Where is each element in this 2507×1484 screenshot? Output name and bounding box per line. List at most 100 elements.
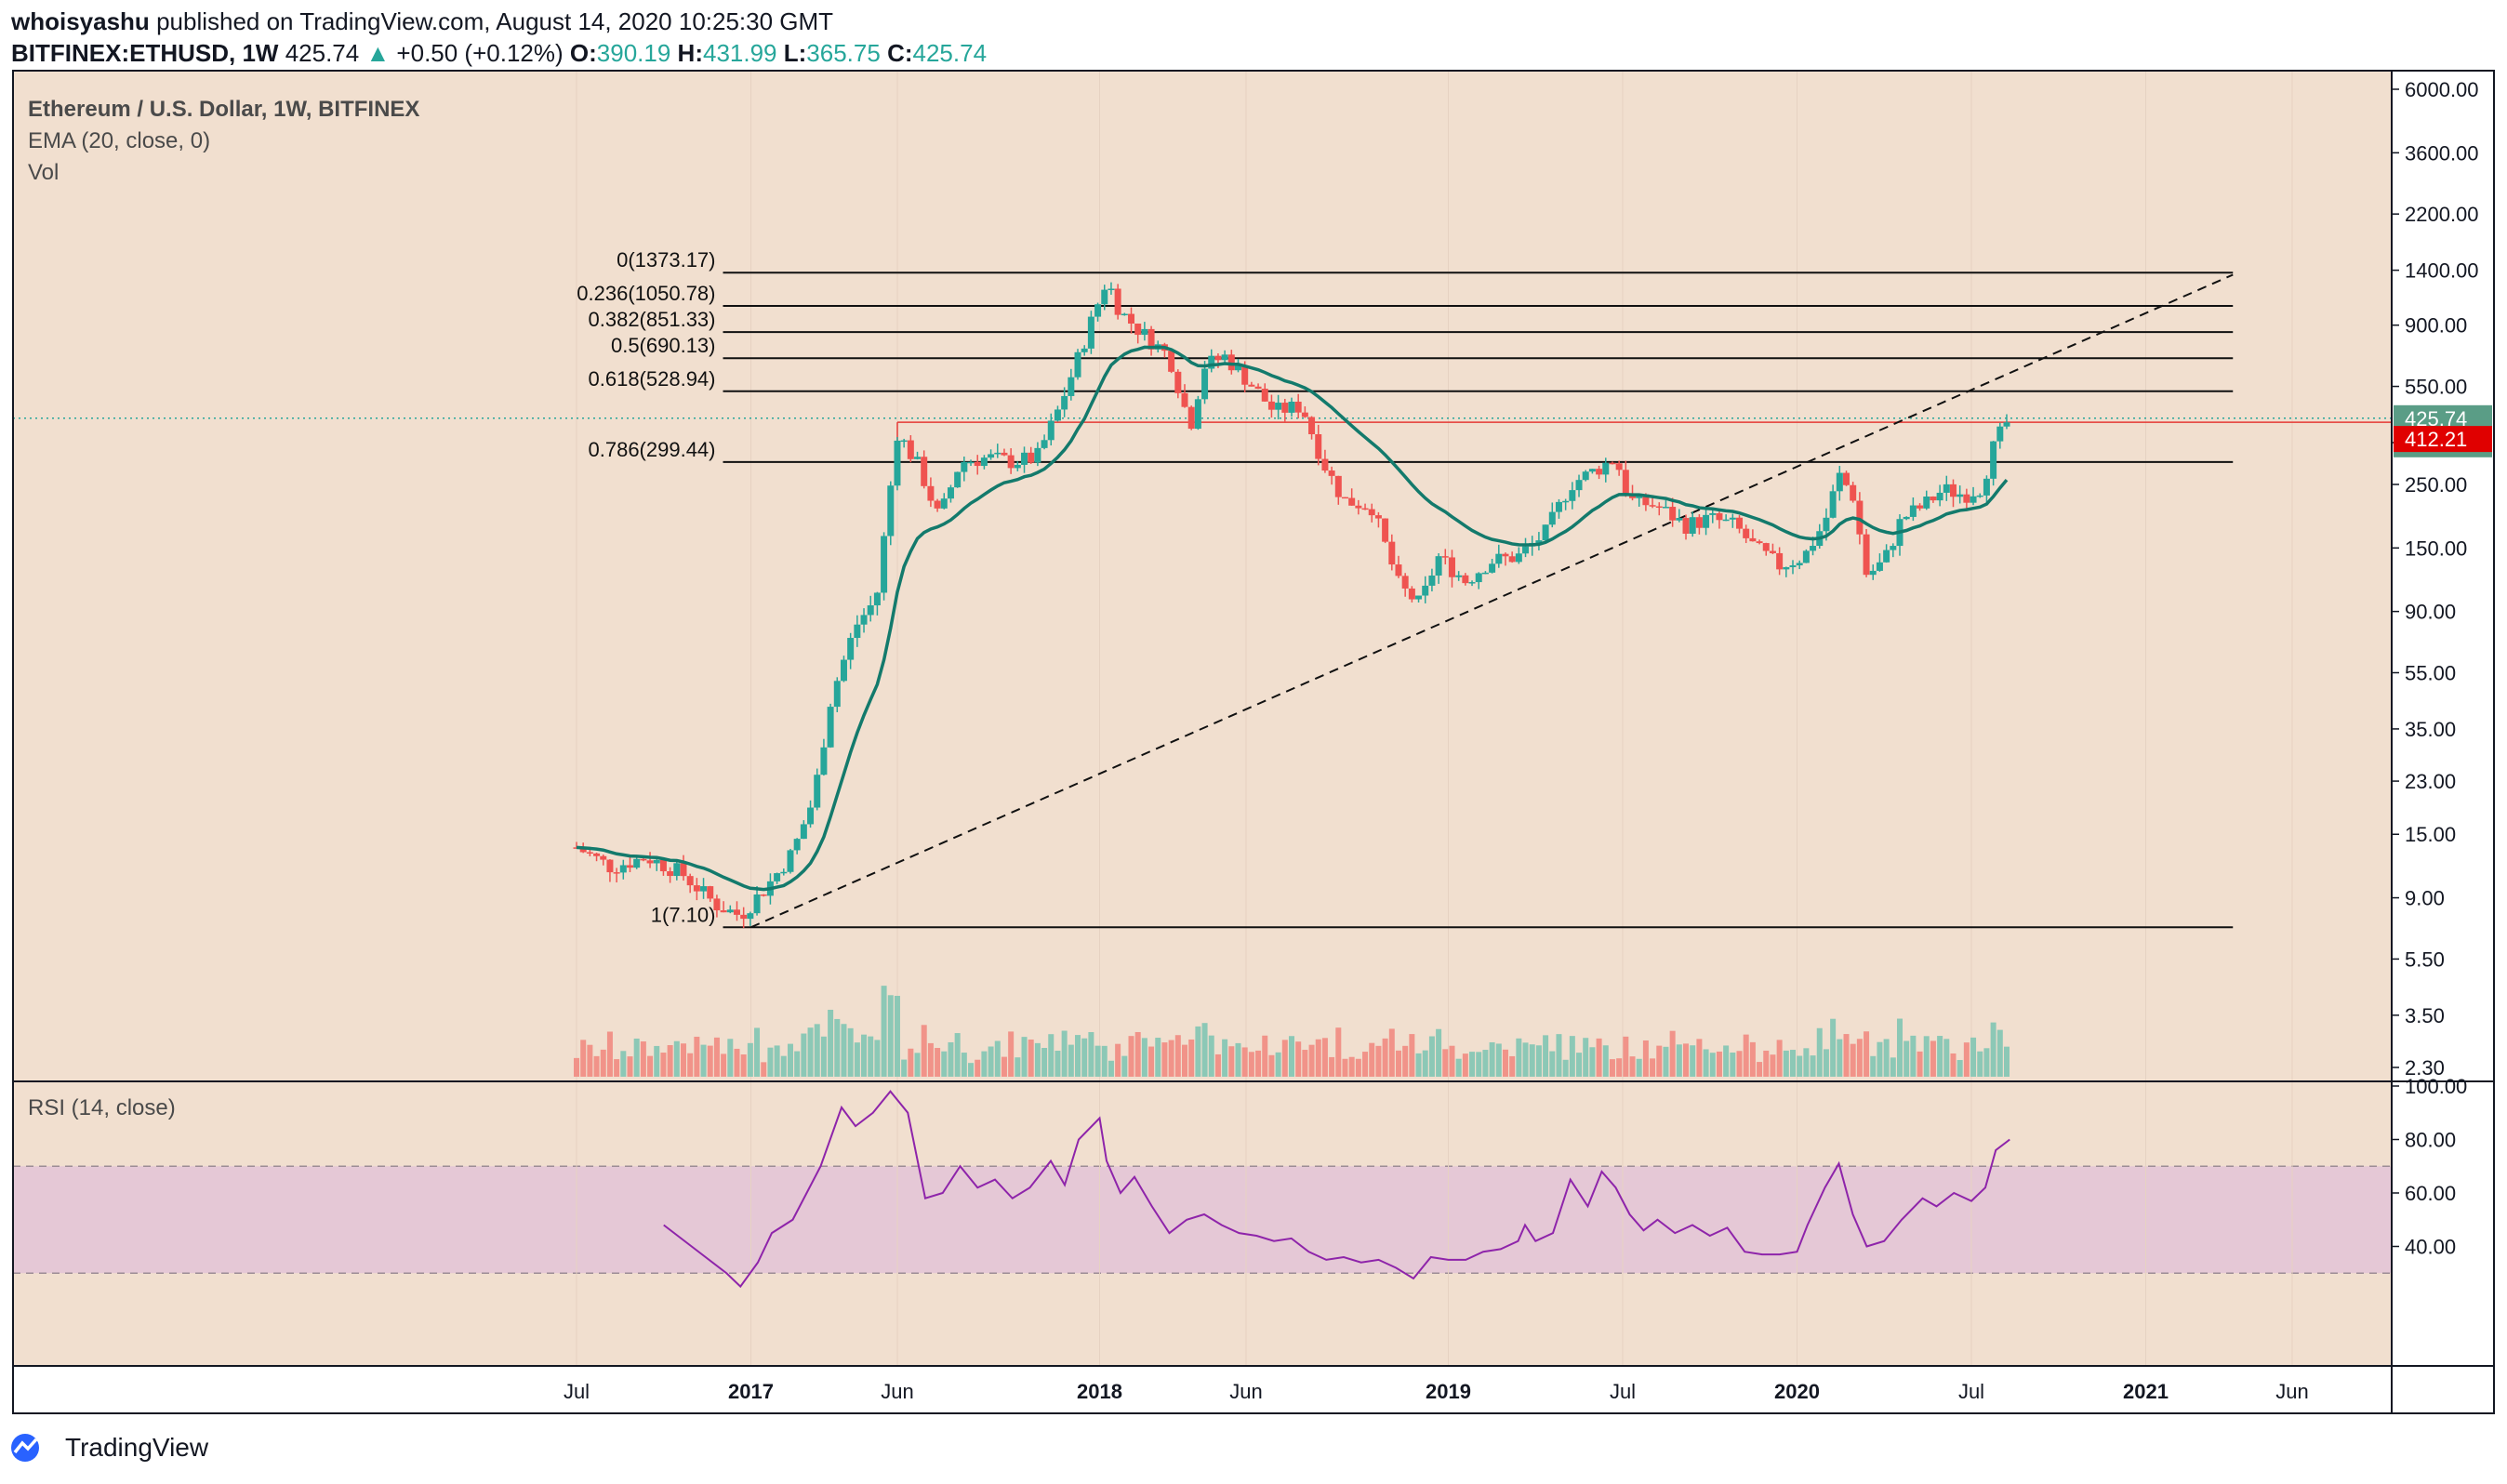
candle-body <box>774 873 781 881</box>
high-label: H: <box>677 39 703 67</box>
candle-body <box>1054 409 1061 421</box>
candle-body <box>626 865 633 868</box>
volume-bar <box>1462 1053 1468 1077</box>
open-value: 390.19 <box>596 39 671 67</box>
candle-body <box>1609 462 1616 465</box>
candle-body <box>967 461 975 464</box>
volume-bar <box>1502 1049 1508 1077</box>
x-tick-label: Jul <box>1610 1380 1636 1403</box>
volume-bar <box>1308 1044 1315 1077</box>
candle-body <box>1796 563 1803 566</box>
candle-body <box>1903 516 1910 520</box>
candle-body <box>1348 497 1356 506</box>
volume-bar <box>1850 1043 1856 1077</box>
candle-body <box>1569 490 1576 501</box>
volume-bar <box>887 995 894 1077</box>
candle-body <box>633 858 641 868</box>
y-tick-label: 900.00 <box>2405 314 2467 338</box>
volume-bar <box>1749 1041 1756 1077</box>
volume-bar <box>1262 1035 1268 1077</box>
candle-body <box>700 886 708 892</box>
volume-bar <box>680 1043 686 1077</box>
candle-body <box>1194 399 1201 430</box>
candle-body <box>894 440 901 486</box>
volume-bar <box>854 1042 860 1077</box>
candle-body <box>1917 505 1924 509</box>
volume-bar <box>1890 1057 1896 1077</box>
symbol-label: BITFINEX:ETHUSD, 1W <box>11 39 279 67</box>
volume-bar <box>1355 1058 1361 1077</box>
volume-bar <box>1148 1046 1155 1077</box>
volume-bar <box>1476 1052 1482 1077</box>
volume-bar <box>1101 1045 1108 1077</box>
candle-body <box>659 859 667 872</box>
volume-bar <box>1315 1039 1321 1077</box>
price-badge-label: 412.21 <box>2405 428 2467 451</box>
volume-bar <box>667 1045 673 1077</box>
candle-body <box>1883 550 1890 563</box>
candle-body <box>1481 572 1489 575</box>
candle-body <box>1301 412 1308 417</box>
candle-body <box>1114 288 1121 315</box>
volume-bar <box>787 1043 793 1077</box>
volume-bar <box>1910 1035 1917 1077</box>
candle-body <box>881 536 888 593</box>
candle-body <box>593 853 601 856</box>
volume-bar <box>707 1045 713 1077</box>
candle-body <box>1703 514 1710 528</box>
candle-body <box>1662 507 1669 509</box>
volume-bar <box>1977 1051 1983 1077</box>
candle-body <box>726 909 734 913</box>
candle-body <box>1743 528 1750 538</box>
volume-bar <box>1950 1053 1957 1077</box>
candle-body <box>1308 417 1316 435</box>
low-label: L: <box>783 39 807 67</box>
volume-bar <box>1382 1038 1388 1077</box>
volume-bar <box>1469 1052 1476 1077</box>
volume-bar <box>1616 1058 1623 1077</box>
volume-bar <box>901 1059 908 1077</box>
candle-body <box>1121 313 1128 316</box>
candle-body <box>1669 507 1677 521</box>
candle-body <box>974 461 981 467</box>
candle-body <box>1422 585 1429 596</box>
volume-bar <box>1996 1029 2003 1077</box>
tradingview-brand: TradingView <box>65 1433 209 1462</box>
candle-body <box>1756 541 1763 544</box>
candle-body <box>680 863 687 877</box>
volume-bar <box>1636 1058 1642 1077</box>
candle-body <box>579 847 587 853</box>
candle-body <box>1254 386 1262 390</box>
fib-level-label: 0.5(690.13) <box>611 334 716 357</box>
candle-body <box>1388 541 1396 565</box>
y-tick-label: 55.00 <box>2405 661 2456 684</box>
volume-bar <box>1696 1039 1703 1077</box>
candle-body <box>1596 469 1603 475</box>
volume-bar <box>908 1048 914 1077</box>
volume-bar <box>1870 1055 1877 1077</box>
candle-body <box>1943 484 1950 493</box>
volume-bar <box>1449 1045 1455 1077</box>
volume-bar <box>1663 1046 1669 1077</box>
volume-bar <box>1776 1040 1783 1077</box>
candle-body <box>1001 452 1008 456</box>
author-name[interactable]: whoisyashu <box>11 7 150 35</box>
candle-body <box>667 871 674 877</box>
volume-bar <box>633 1038 640 1077</box>
candle-body <box>1288 402 1295 413</box>
y-tick-label: 3600.00 <box>2405 141 2479 165</box>
volume-bar <box>1683 1043 1690 1077</box>
volume-bar <box>1516 1038 1522 1077</box>
volume-bar <box>1008 1031 1015 1077</box>
candle-body <box>1441 556 1449 558</box>
volume-bar <box>1763 1050 1770 1077</box>
candle-body <box>1575 480 1583 491</box>
volume-bar <box>1161 1042 1168 1077</box>
volume-bar <box>654 1045 660 1077</box>
tradingview-footer[interactable]: TradingView <box>9 1432 208 1464</box>
ema-legend: EMA (20, close, 0) <box>28 128 211 153</box>
y-tick-label: 1400.00 <box>2405 259 2479 283</box>
ema-line <box>576 345 2009 892</box>
chart-title: Ethereum / U.S. Dollar, 1W, BITFINEX <box>28 97 420 122</box>
